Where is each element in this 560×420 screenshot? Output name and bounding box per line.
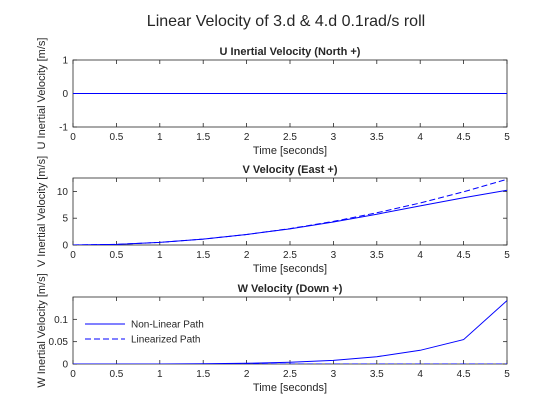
x-tick-label: 2.5 <box>283 369 297 380</box>
x-tick-label: 5 <box>504 132 510 143</box>
y-tick-label: 0.05 <box>49 337 69 348</box>
y-tick-label: 10 <box>57 187 69 198</box>
x-axis-label: Time [seconds] <box>253 145 327 157</box>
y-tick-label: -1 <box>59 123 68 134</box>
x-tick-label: 1 <box>157 250 163 261</box>
x-tick-label: 5 <box>504 250 510 261</box>
x-tick-label: 0 <box>70 250 76 261</box>
x-tick-label: 3 <box>331 369 337 380</box>
subplot-title: U Inertial Velocity (North +) <box>220 46 361 58</box>
subplots: U Inertial Velocity (North +) 0 0.5 1 1.5 2 2.… <box>36 38 510 394</box>
y-axis-label: U Inertial Velocity [m/s] <box>36 38 48 150</box>
y-tick-label: 0 <box>62 89 68 100</box>
axes-box <box>72 177 508 246</box>
y-tick-label: 0 <box>62 360 68 371</box>
series-line-dashed-2 <box>73 178 507 245</box>
legend-label-2: Linearized Path <box>131 335 201 346</box>
x-tick-label: 1.5 <box>196 250 210 261</box>
y-axis-label: W Inertial Velocity [m/s] <box>36 273 48 387</box>
subplot-1: U Inertial Velocity (North +) 0 0.5 1 1.5 2 2.… <box>36 38 510 157</box>
y-axis-label: V Inertial Velocity [m/s] <box>36 156 48 267</box>
x-tick-label: 4 <box>417 250 423 261</box>
x-tick-label: 2.5 <box>283 132 297 143</box>
x-tick-label: 3.5 <box>370 132 384 143</box>
x-tick-label: 3 <box>331 250 337 261</box>
x-tick-label: 0 <box>70 369 76 380</box>
x-tick-label: 4 <box>417 369 423 380</box>
legend-box <box>79 314 195 346</box>
subplot-title: V Velocity (East +) <box>242 164 337 176</box>
x-tick-label: 4.5 <box>457 250 471 261</box>
x-tick-label: 3.5 <box>370 369 384 380</box>
y-tick-label: 5 <box>62 214 68 225</box>
x-axis-label: Time [seconds] <box>253 263 327 275</box>
y-tick-label: 1 <box>62 56 68 67</box>
x-tick-label: 1 <box>157 132 163 143</box>
x-tick-label: 1 <box>157 369 163 380</box>
x-tick-label: 4.5 <box>457 132 471 143</box>
series-line-solid-1 <box>73 300 507 364</box>
x-tick-label: 0.5 <box>109 250 123 261</box>
x-tick-label: 0.5 <box>109 132 123 143</box>
x-tick-label: 2 <box>244 369 250 380</box>
x-tick-label: 0 <box>70 132 76 143</box>
subplot-2: V Velocity (East +) 0 0.5 1 1.5 2 2.5 3 3.5 4 4.5 5… <box>36 156 510 275</box>
x-tick-label: 2.5 <box>283 250 297 261</box>
x-tick-label: 1.5 <box>196 132 210 143</box>
x-tick-label: 4.5 <box>457 369 471 380</box>
x-tick-label: 2 <box>244 132 250 143</box>
legend-label-1: Non-Linear Path <box>131 320 204 331</box>
x-tick-label: 0.5 <box>109 369 123 380</box>
subplot-3: W Velocity (Down +) 0 0.5 1 1.5 2 2.5 3 3.5 4 4.5 5… <box>36 273 510 394</box>
x-tick-label: 5 <box>504 369 510 380</box>
x-tick-label: 1.5 <box>196 369 210 380</box>
subplot-title: W Velocity (Down +) <box>238 283 343 295</box>
y-tick-label: 0.1 <box>54 315 68 326</box>
figure-title: Linear Velocity of 3.d & 4.d 0.1rad/s ro… <box>147 13 425 30</box>
x-tick-label: 3 <box>331 132 337 143</box>
x-tick-label: 4 <box>417 132 423 143</box>
x-axis-label: Time [seconds] <box>253 382 327 394</box>
x-tick-label: 2 <box>244 250 250 261</box>
y-tick-label: 0 <box>62 241 68 252</box>
x-tick-label: 3.5 <box>370 250 384 261</box>
legend: Non-Linear Path Linearized Path <box>79 314 204 346</box>
